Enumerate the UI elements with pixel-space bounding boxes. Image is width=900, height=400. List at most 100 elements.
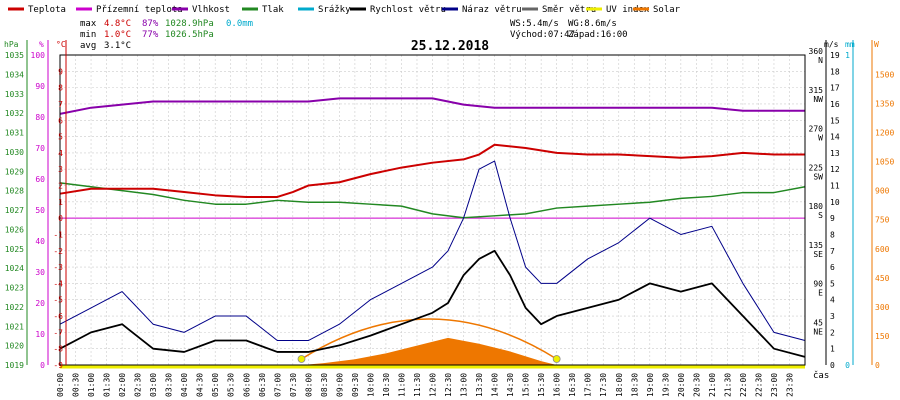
dir-tick-label: E (818, 289, 823, 298)
wind-tick-label: 17 (830, 84, 840, 93)
stats-block: max 4.8°C 87% 1028.9hPa 0.0mm min 1.0°C … (80, 19, 628, 51)
wind-tick-label: 15 (830, 116, 840, 125)
press-tick-label: 1021 (5, 322, 24, 331)
hum-tick-label: 80 (35, 113, 45, 122)
press-tick-label: 1023 (5, 284, 24, 293)
press-tick-label: 1030 (5, 148, 24, 157)
wind-tick-label: 19 (830, 51, 840, 60)
wind-tick-label: 0 (830, 361, 835, 370)
legend-label: Teplota (28, 5, 66, 15)
wind-tick-label: 8 (830, 230, 835, 239)
solar-tick-label: 1500 (875, 70, 894, 79)
hum-tick-label: 20 (35, 299, 45, 308)
dir-tick-label: NE (813, 327, 823, 336)
hum-tick-label: 100 (31, 51, 46, 60)
x-tick-label: 15:00 (522, 373, 531, 397)
x-tick-label: 01:30 (103, 373, 112, 397)
press-tick-label: 1026 (5, 225, 24, 234)
temp-tick-label: -9 (53, 361, 63, 370)
stats-max-temp: 4.8°C (104, 19, 131, 29)
x-tick-label: 02:30 (134, 373, 143, 397)
press-tick-label: 1020 (5, 342, 24, 351)
x-tick-label: 01:00 (87, 373, 96, 397)
temp-tick-label: 0 (58, 214, 63, 223)
press-tick-label: 1032 (5, 109, 24, 118)
wind-tick-label: 14 (830, 133, 840, 142)
chart-title: 25.12.2018 (411, 39, 489, 54)
dir-tick-label: SE (813, 250, 823, 259)
temp-tick-label: 5 (58, 133, 63, 142)
solar-unit: W (874, 40, 879, 49)
x-tick-label: 08:30 (320, 373, 329, 397)
x-tick-label: 16:30 (568, 373, 577, 397)
dir-tick-label: 225 (809, 163, 824, 172)
x-tick-label: 19:00 (646, 373, 655, 397)
x-tick-label: 23:00 (770, 373, 779, 397)
x-tick-label: 10:00 (366, 373, 375, 397)
press-tick-label: 1029 (5, 167, 24, 176)
stats-min-label: min (80, 30, 96, 40)
x-tick-label: 11:30 (413, 373, 422, 397)
x-tick-label: 12:00 (429, 373, 438, 397)
x-tick-label: 23:30 (785, 373, 794, 397)
legend-label: Náraz větru (462, 5, 522, 15)
solar-tick-label: 300 (875, 303, 890, 312)
legend: Teplota Přízemní teplota Vlhkost Tlak Srážky… (8, 5, 681, 15)
x-tick-label: 12:30 (444, 373, 453, 397)
rain-tick-label: 1 (845, 51, 850, 60)
temp-tick-label: 7 (58, 100, 63, 109)
stats-max-label: max (80, 19, 97, 29)
plot-area (59, 54, 806, 366)
solar-tick-label: 450 (875, 274, 890, 283)
hum-tick-label: 90 (35, 82, 45, 91)
wind-ws: WS:5.4m/s (510, 19, 559, 29)
press-tick-label: 1027 (5, 206, 24, 215)
temp-tick-label: -2 (53, 247, 63, 256)
x-tick-label: 18:00 (615, 373, 624, 397)
legend-label: Solar (653, 5, 681, 15)
stats-min-press: 1026.5hPa (165, 30, 214, 40)
legend-label: Rychlost větru (370, 5, 446, 15)
x-tick-label: 04:30 (196, 373, 205, 397)
temp-tick-label: 9 (58, 67, 63, 76)
sunrise: Východ:07:47 (510, 30, 575, 40)
x-tick-label: 00:30 (72, 373, 81, 397)
legend-label: UV index (606, 5, 650, 15)
x-tick-label: 13:00 (460, 373, 469, 397)
x-tick-label: 07:00 (273, 373, 282, 397)
hum-unit: % (39, 40, 44, 49)
dir-tick-label: NW (813, 95, 823, 104)
wind-tick-label: 10 (830, 198, 840, 207)
dir-tick-label: 315 (809, 86, 824, 95)
rain-tick-label: 0 (845, 361, 850, 370)
stats-avg-temp: 3.1°C (104, 41, 131, 51)
press-unit: hPa (4, 40, 19, 49)
x-tick-label: 06:00 (242, 373, 251, 397)
press-tick-label: 1035 (5, 51, 24, 60)
hum-tick-label: 0 (40, 361, 45, 370)
temp-unit: °C (56, 40, 66, 49)
stats-min-temp: 1.0°C (104, 30, 131, 40)
stats-min-hum: 77% (142, 30, 159, 40)
wind-wg: WG:8.6m/s (568, 19, 617, 29)
legend-label: Přízemní teplota (96, 5, 183, 15)
wind-tick-label: 1 (830, 345, 835, 354)
press-tick-label: 1019 (5, 361, 24, 370)
legend-label: Vlhkost (192, 5, 230, 15)
wind-tick-label: 7 (830, 247, 835, 256)
x-tick-label: 21:30 (723, 373, 732, 397)
dir-tick-label: 135 (809, 241, 824, 250)
stats-max-press: 1028.9hPa (165, 19, 214, 29)
x-tick-label: 03:30 (165, 373, 174, 397)
x-tick-label: 20:00 (677, 373, 686, 397)
stats-max-hum: 87% (142, 19, 159, 29)
temp-tick-label: 1 (58, 198, 63, 207)
x-tick-label: 08:00 (304, 373, 313, 397)
x-tick-label: 05:30 (227, 373, 236, 397)
hum-tick-label: 30 (35, 268, 45, 277)
stats-max-rain: 0.0mm (226, 19, 253, 29)
plot-frame (59, 54, 806, 366)
solar-tick-label: 600 (875, 245, 890, 254)
x-tick-label: 14:30 (506, 373, 515, 397)
